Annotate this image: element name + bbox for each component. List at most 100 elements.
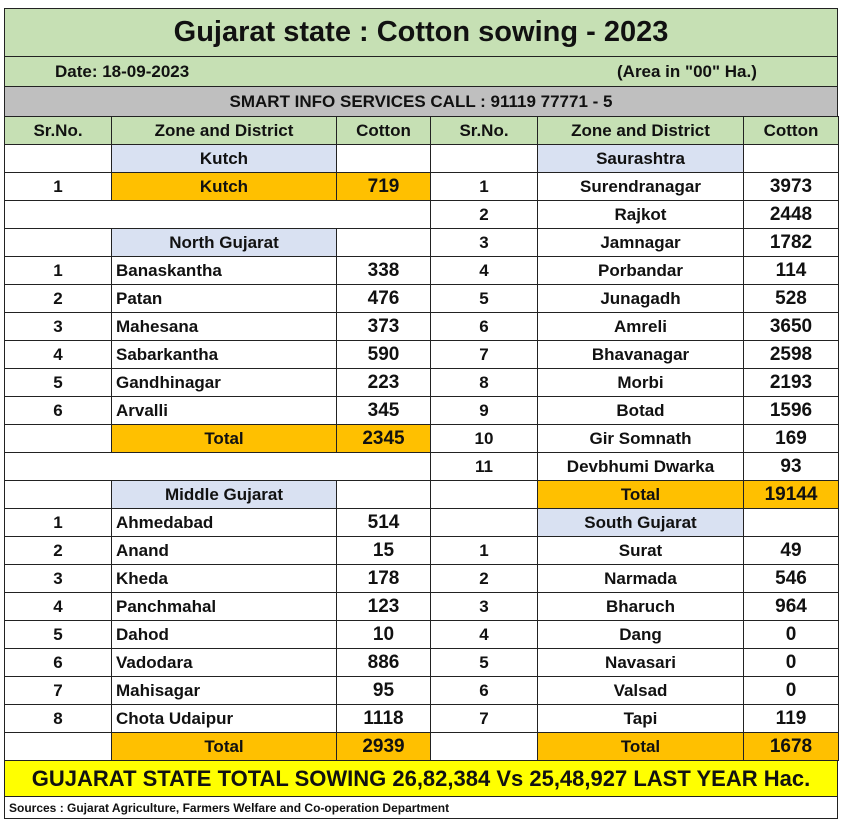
cotton-value: 3650 (743, 312, 839, 341)
district: Ahmedabad (111, 508, 337, 537)
serial: 2 (430, 200, 538, 229)
serial: 1 (4, 256, 112, 285)
zone-header: Kutch (111, 144, 337, 173)
cotton-value: 476 (336, 284, 431, 313)
total-label: Total (537, 480, 744, 509)
column-header: Cotton (743, 116, 839, 145)
cotton-value: 223 (336, 368, 431, 397)
district: Vadodara (111, 648, 337, 677)
cotton-value: 886 (336, 648, 431, 677)
cotton-value: 1118 (336, 704, 431, 733)
cotton-value: 0 (743, 648, 839, 677)
zone-header: North Gujarat (111, 228, 337, 257)
district: Anand (111, 536, 337, 565)
serial: 4 (430, 256, 538, 285)
district: Gir Somnath (537, 424, 744, 453)
serial: 6 (4, 396, 112, 425)
column-header: Sr.No. (4, 116, 112, 145)
district: Narmada (537, 564, 744, 593)
serial: 8 (4, 704, 112, 733)
district: Botad (537, 396, 744, 425)
zone-header: South Gujarat (537, 508, 744, 537)
district: Dahod (111, 620, 337, 649)
cell (430, 480, 538, 509)
serial: 6 (430, 676, 538, 705)
total-value: 1678 (743, 732, 839, 761)
cell (4, 144, 112, 173)
column-header: Sr.No. (430, 116, 538, 145)
district: Devbhumi Dwarka (537, 452, 744, 481)
serial: 4 (4, 592, 112, 621)
zone-header: Saurashtra (537, 144, 744, 173)
serial: 3 (4, 564, 112, 593)
serial: 9 (430, 396, 538, 425)
cell (743, 508, 839, 537)
cell (4, 424, 112, 453)
cotton-value: 15 (336, 536, 431, 565)
column-header: Cotton (336, 116, 431, 145)
district: Jamnagar (537, 228, 744, 257)
cell (430, 732, 538, 761)
cotton-value: 119 (743, 704, 839, 733)
serial: 1 (430, 172, 538, 201)
district: Morbi (537, 368, 744, 397)
cotton-value: 3973 (743, 172, 839, 201)
contact: SMART INFO SERVICES CALL : 91119 77771 -… (4, 86, 838, 117)
cotton-value: 590 (336, 340, 431, 369)
district: Sabarkantha (111, 340, 337, 369)
serial: 2 (4, 284, 112, 313)
district: Rajkot (537, 200, 744, 229)
serial: 11 (430, 452, 538, 481)
cotton-value: 1782 (743, 228, 839, 257)
serial: 8 (430, 368, 538, 397)
district: Navasari (537, 648, 744, 677)
serial: 3 (4, 312, 112, 341)
serial: 7 (4, 676, 112, 705)
district: Junagadh (537, 284, 744, 313)
cotton-value: 1596 (743, 396, 839, 425)
cotton-value: 2598 (743, 340, 839, 369)
cotton-value: 123 (336, 592, 431, 621)
total-label: Total (537, 732, 744, 761)
cell (4, 732, 112, 761)
district: Chota Udaipur (111, 704, 337, 733)
district: Dang (537, 620, 744, 649)
cell (743, 144, 839, 173)
zone-header: Middle Gujarat (111, 480, 337, 509)
cell (430, 144, 538, 173)
cell (430, 508, 538, 537)
cotton-value: 338 (336, 256, 431, 285)
total-label: Total (111, 424, 337, 453)
serial: 5 (4, 368, 112, 397)
total-label: Total (111, 732, 337, 761)
cell (336, 228, 431, 257)
district: Kutch (111, 172, 337, 201)
cotton-value: 169 (743, 424, 839, 453)
cotton-value: 2448 (743, 200, 839, 229)
cotton-value: 0 (743, 620, 839, 649)
summary: GUJARAT STATE TOTAL SOWING 26,82,384 Vs … (4, 760, 838, 797)
district: Surendranagar (537, 172, 744, 201)
cotton-value: 373 (336, 312, 431, 341)
district: Amreli (537, 312, 744, 341)
district: Surat (537, 536, 744, 565)
district: Banaskantha (111, 256, 337, 285)
district: Bharuch (537, 592, 744, 621)
cotton-value: 178 (336, 564, 431, 593)
district: Mahesana (111, 312, 337, 341)
serial: 2 (4, 536, 112, 565)
district: Arvalli (111, 396, 337, 425)
district: Gandhinagar (111, 368, 337, 397)
serial: 2 (430, 564, 538, 593)
serial: 1 (4, 508, 112, 537)
district: Porbandar (537, 256, 744, 285)
serial: 5 (430, 284, 538, 313)
serial: 7 (430, 704, 538, 733)
serial: 6 (430, 312, 538, 341)
cotton-value: 114 (743, 256, 839, 285)
serial: 7 (430, 340, 538, 369)
column-header: Zone and District (537, 116, 744, 145)
source: Sources : Gujarat Agriculture, Farmers W… (4, 796, 838, 819)
title: Gujarat state : Cotton sowing - 2023 (4, 8, 838, 57)
